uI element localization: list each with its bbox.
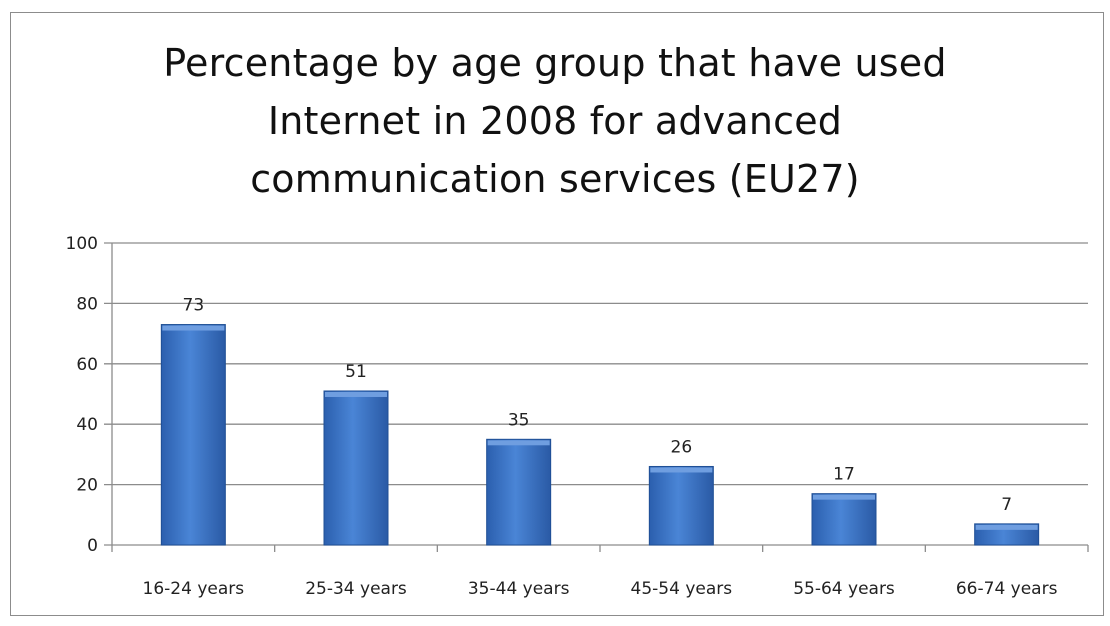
bar-highlight	[650, 467, 713, 473]
chart-title-line-2: Internet in 2008 for advanced	[267, 99, 843, 143]
labels: 0 20 40 60 80 100 73 16-24 years 51 25-34 years 35…	[66, 234, 1058, 599]
x-category-label: 55-64 years	[793, 579, 895, 599]
bar	[160, 324, 226, 546]
x-category-label: 25-34 years	[305, 579, 407, 599]
x-category-label: 66-74 years	[956, 579, 1058, 599]
data-label: 35	[508, 410, 530, 430]
chart-title-line-3: communication services (EU27)	[250, 157, 860, 201]
data-label: 73	[183, 296, 205, 316]
bar-highlight	[487, 440, 550, 446]
data-label: 26	[671, 437, 693, 457]
gridlines	[104, 242, 1088, 546]
y-tick-label: 40	[76, 415, 98, 435]
bars	[160, 324, 1040, 546]
bar-highlight	[325, 391, 387, 397]
bar	[648, 465, 714, 546]
chart-title: Percentage by age group that have used I…	[0, 34, 1110, 208]
y-tick-label: 0	[87, 536, 98, 556]
y-tick-label: 60	[76, 355, 98, 375]
x-category-label: 35-44 years	[468, 579, 570, 599]
x-category-label: 16-24 years	[143, 579, 245, 599]
x-category-label: 45-54 years	[631, 579, 733, 599]
data-label: 17	[833, 465, 855, 485]
y-tick-label: 80	[76, 294, 98, 314]
bar	[486, 438, 552, 546]
y-tick-label: 100	[66, 234, 98, 254]
axes	[111, 243, 1089, 552]
bar	[811, 493, 877, 546]
y-tick-label: 20	[76, 476, 98, 496]
data-label: 51	[345, 362, 367, 382]
chart-title-line-1: Percentage by age group that have used	[163, 41, 947, 85]
bar-highlight	[975, 524, 1038, 530]
bar-highlight	[162, 325, 225, 331]
bar-highlight	[813, 494, 875, 500]
data-label: 7	[1001, 495, 1012, 515]
bar	[323, 390, 389, 546]
